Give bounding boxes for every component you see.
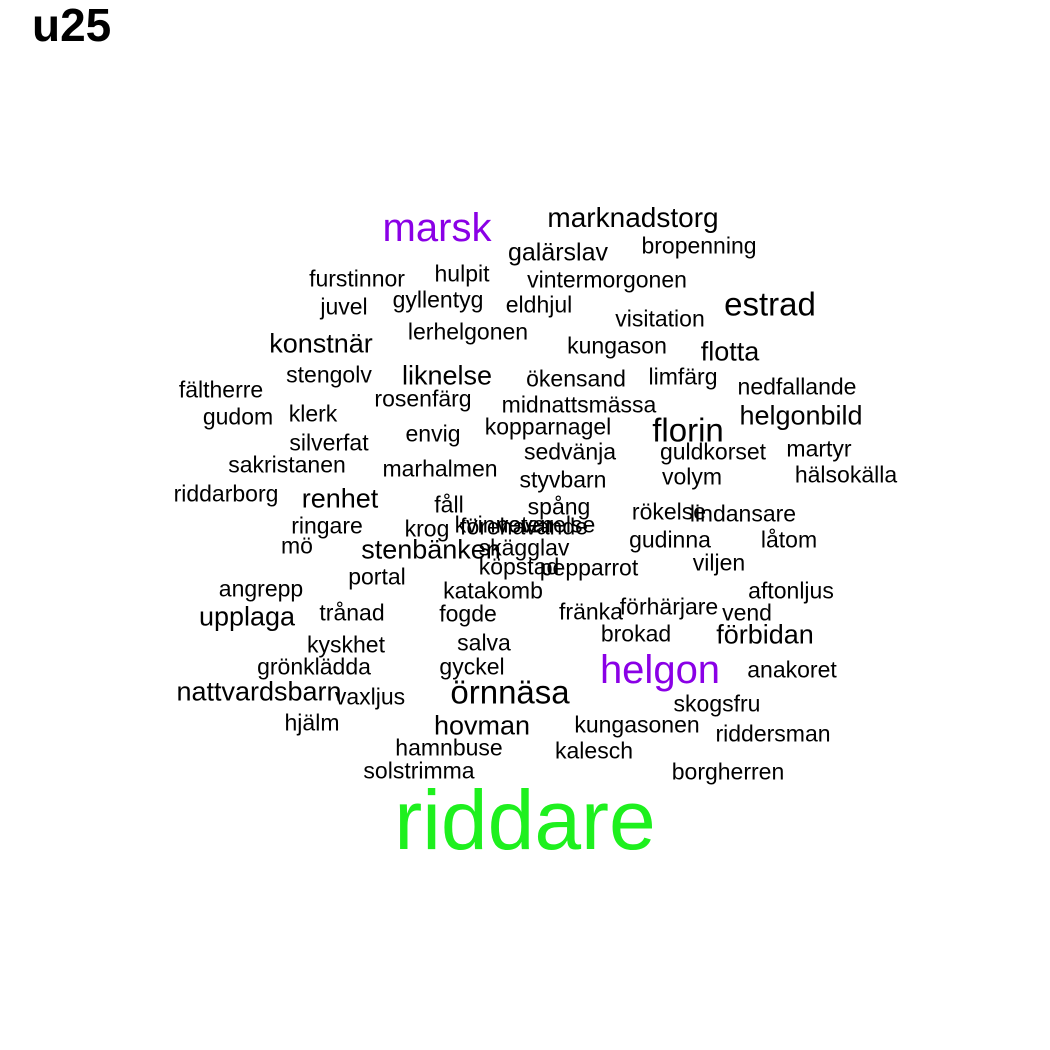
word-cloud-word: riddarborg bbox=[173, 480, 279, 507]
word-cloud-word: gyllentyg bbox=[392, 286, 484, 313]
word-cloud-word: sakristanen bbox=[228, 451, 346, 478]
word-cloud-word: midnattsmässa bbox=[501, 391, 657, 418]
word-cloud-word: sedvänja bbox=[523, 438, 617, 465]
word-cloud-word: klerk bbox=[288, 400, 338, 427]
word-cloud-word: furstinnor bbox=[309, 265, 405, 292]
word-cloud-word: kyskhet bbox=[307, 631, 385, 658]
word-cloud-word: riddersman bbox=[715, 720, 831, 747]
word-cloud-word: veten bbox=[496, 511, 554, 538]
word-cloud-word: fränka bbox=[559, 598, 623, 625]
word-cloud-word: spång bbox=[527, 493, 591, 520]
word-cloud-word: förhärjare bbox=[619, 593, 719, 620]
word-cloud-word: viljen bbox=[692, 549, 746, 576]
word-cloud-word: fåll bbox=[434, 491, 464, 518]
word-cloud-word: envig bbox=[405, 420, 461, 447]
word-cloud-word: eldhjul bbox=[505, 291, 573, 318]
word-cloud-word: katakomb bbox=[443, 577, 543, 604]
word-cloud-word: angrepp bbox=[218, 575, 304, 602]
word-cloud-word: volym bbox=[661, 463, 723, 490]
word-cloud-word: rosenfärg bbox=[374, 385, 472, 412]
word-cloud-word: styvbarn bbox=[519, 466, 607, 493]
page-title: u25 bbox=[32, 0, 112, 51]
word-cloud-word: grönklädda bbox=[257, 653, 371, 680]
word-cloud-word: vaxljus bbox=[334, 683, 406, 710]
word-cloud-word: brokad bbox=[600, 620, 672, 647]
word-cloud-word: solstrimma bbox=[363, 757, 475, 784]
word-cloud-word: riddare bbox=[394, 773, 656, 867]
word-cloud-word: förbidan bbox=[716, 619, 814, 650]
word-cloud-word: portal bbox=[348, 563, 406, 590]
word-cloud-word: ökensand bbox=[526, 365, 626, 392]
word-cloud-word: låtom bbox=[760, 526, 818, 553]
word-cloud-word: skogsfru bbox=[673, 690, 761, 717]
word-cloud-word: kungason bbox=[567, 332, 667, 359]
word-cloud-word: galärslav bbox=[507, 238, 609, 267]
word-cloud-word: örnnäsa bbox=[450, 673, 570, 711]
word-cloud-word: marknadstorg bbox=[547, 202, 719, 233]
word-cloud-word: lerhelgonen bbox=[407, 318, 529, 345]
word-cloud-word: borgherren bbox=[671, 758, 785, 785]
word-cloud-word: köpstad bbox=[478, 553, 560, 580]
word-cloud-word: marsk bbox=[382, 206, 492, 250]
word-cloud-word: konstnär bbox=[269, 328, 373, 359]
word-cloud-word: stenbänken bbox=[361, 534, 501, 565]
word-cloud-word: hulpit bbox=[434, 260, 490, 287]
word-cloud-word: hamnbuse bbox=[395, 734, 503, 761]
word-cloud-word: nedfallande bbox=[737, 373, 857, 400]
word-cloud-word: marhalmen bbox=[382, 455, 498, 482]
word-cloud-word: vend bbox=[722, 599, 772, 626]
word-cloud-word: fogde bbox=[439, 600, 497, 627]
word-cloud-word: liknelse bbox=[401, 360, 493, 391]
word-cloud-word: hovman bbox=[433, 710, 531, 741]
word-cloud-word: stengolv bbox=[286, 361, 372, 388]
word-cloud-word: helgon bbox=[599, 648, 721, 692]
word-cloud-word: kvinnovarelse bbox=[454, 511, 596, 538]
word-cloud-word: helgonbild bbox=[739, 400, 863, 431]
word-cloud-word: kopparnagel bbox=[484, 413, 612, 440]
word-cloud-word: flotta bbox=[700, 336, 760, 367]
word-cloud-word: kalesch bbox=[555, 737, 633, 764]
word-cloud-word: bropenning bbox=[641, 232, 757, 259]
word-cloud-word: martyr bbox=[786, 435, 852, 462]
word-cloud-word: anakoret bbox=[747, 656, 837, 683]
word-cloud-word: estrad bbox=[724, 285, 816, 323]
word-cloud-word: hjälm bbox=[284, 709, 340, 736]
word-cloud-word: trånad bbox=[319, 599, 385, 626]
word-cloud-word: vintermorgonen bbox=[527, 266, 687, 293]
word-cloud-word: nattvardsbarn bbox=[176, 676, 342, 707]
word-cloud-word: pepparrot bbox=[539, 554, 639, 581]
word-cloud-word: lindansare bbox=[689, 500, 797, 527]
word-cloud-word: florin bbox=[652, 411, 724, 449]
word-cloud-word: kungasonen bbox=[574, 711, 700, 738]
word-cloud-word: ringare bbox=[291, 512, 363, 539]
word-cloud-word: salva bbox=[457, 629, 511, 656]
word-cloud-word: renhet bbox=[301, 483, 379, 514]
word-cloud-word: limfärg bbox=[648, 363, 718, 390]
word-cloud-word: gudinna bbox=[629, 526, 711, 553]
word-cloud-word: skägglav bbox=[478, 534, 570, 561]
word-cloud-word: silverfat bbox=[289, 429, 369, 456]
word-cloud-word: mö bbox=[281, 532, 313, 559]
word-cloud-word: förehavande bbox=[460, 513, 588, 540]
word-cloud-word: gudom bbox=[202, 403, 274, 430]
word-cloud-word: guldkorset bbox=[659, 438, 767, 465]
word-cloud-word: aftonljus bbox=[748, 577, 834, 604]
word-cloud-word: hälsokälla bbox=[794, 461, 898, 488]
word-cloud-word: krog bbox=[404, 515, 450, 542]
word-cloud-word: gyckel bbox=[439, 653, 505, 680]
word-cloud-word: upplaga bbox=[198, 601, 296, 632]
word-cloud-word: rökelse bbox=[631, 498, 707, 525]
word-cloud-word: juvel bbox=[320, 293, 368, 320]
word-cloud-word: visitation bbox=[615, 305, 705, 332]
word-cloud-word: fältherre bbox=[178, 376, 264, 403]
